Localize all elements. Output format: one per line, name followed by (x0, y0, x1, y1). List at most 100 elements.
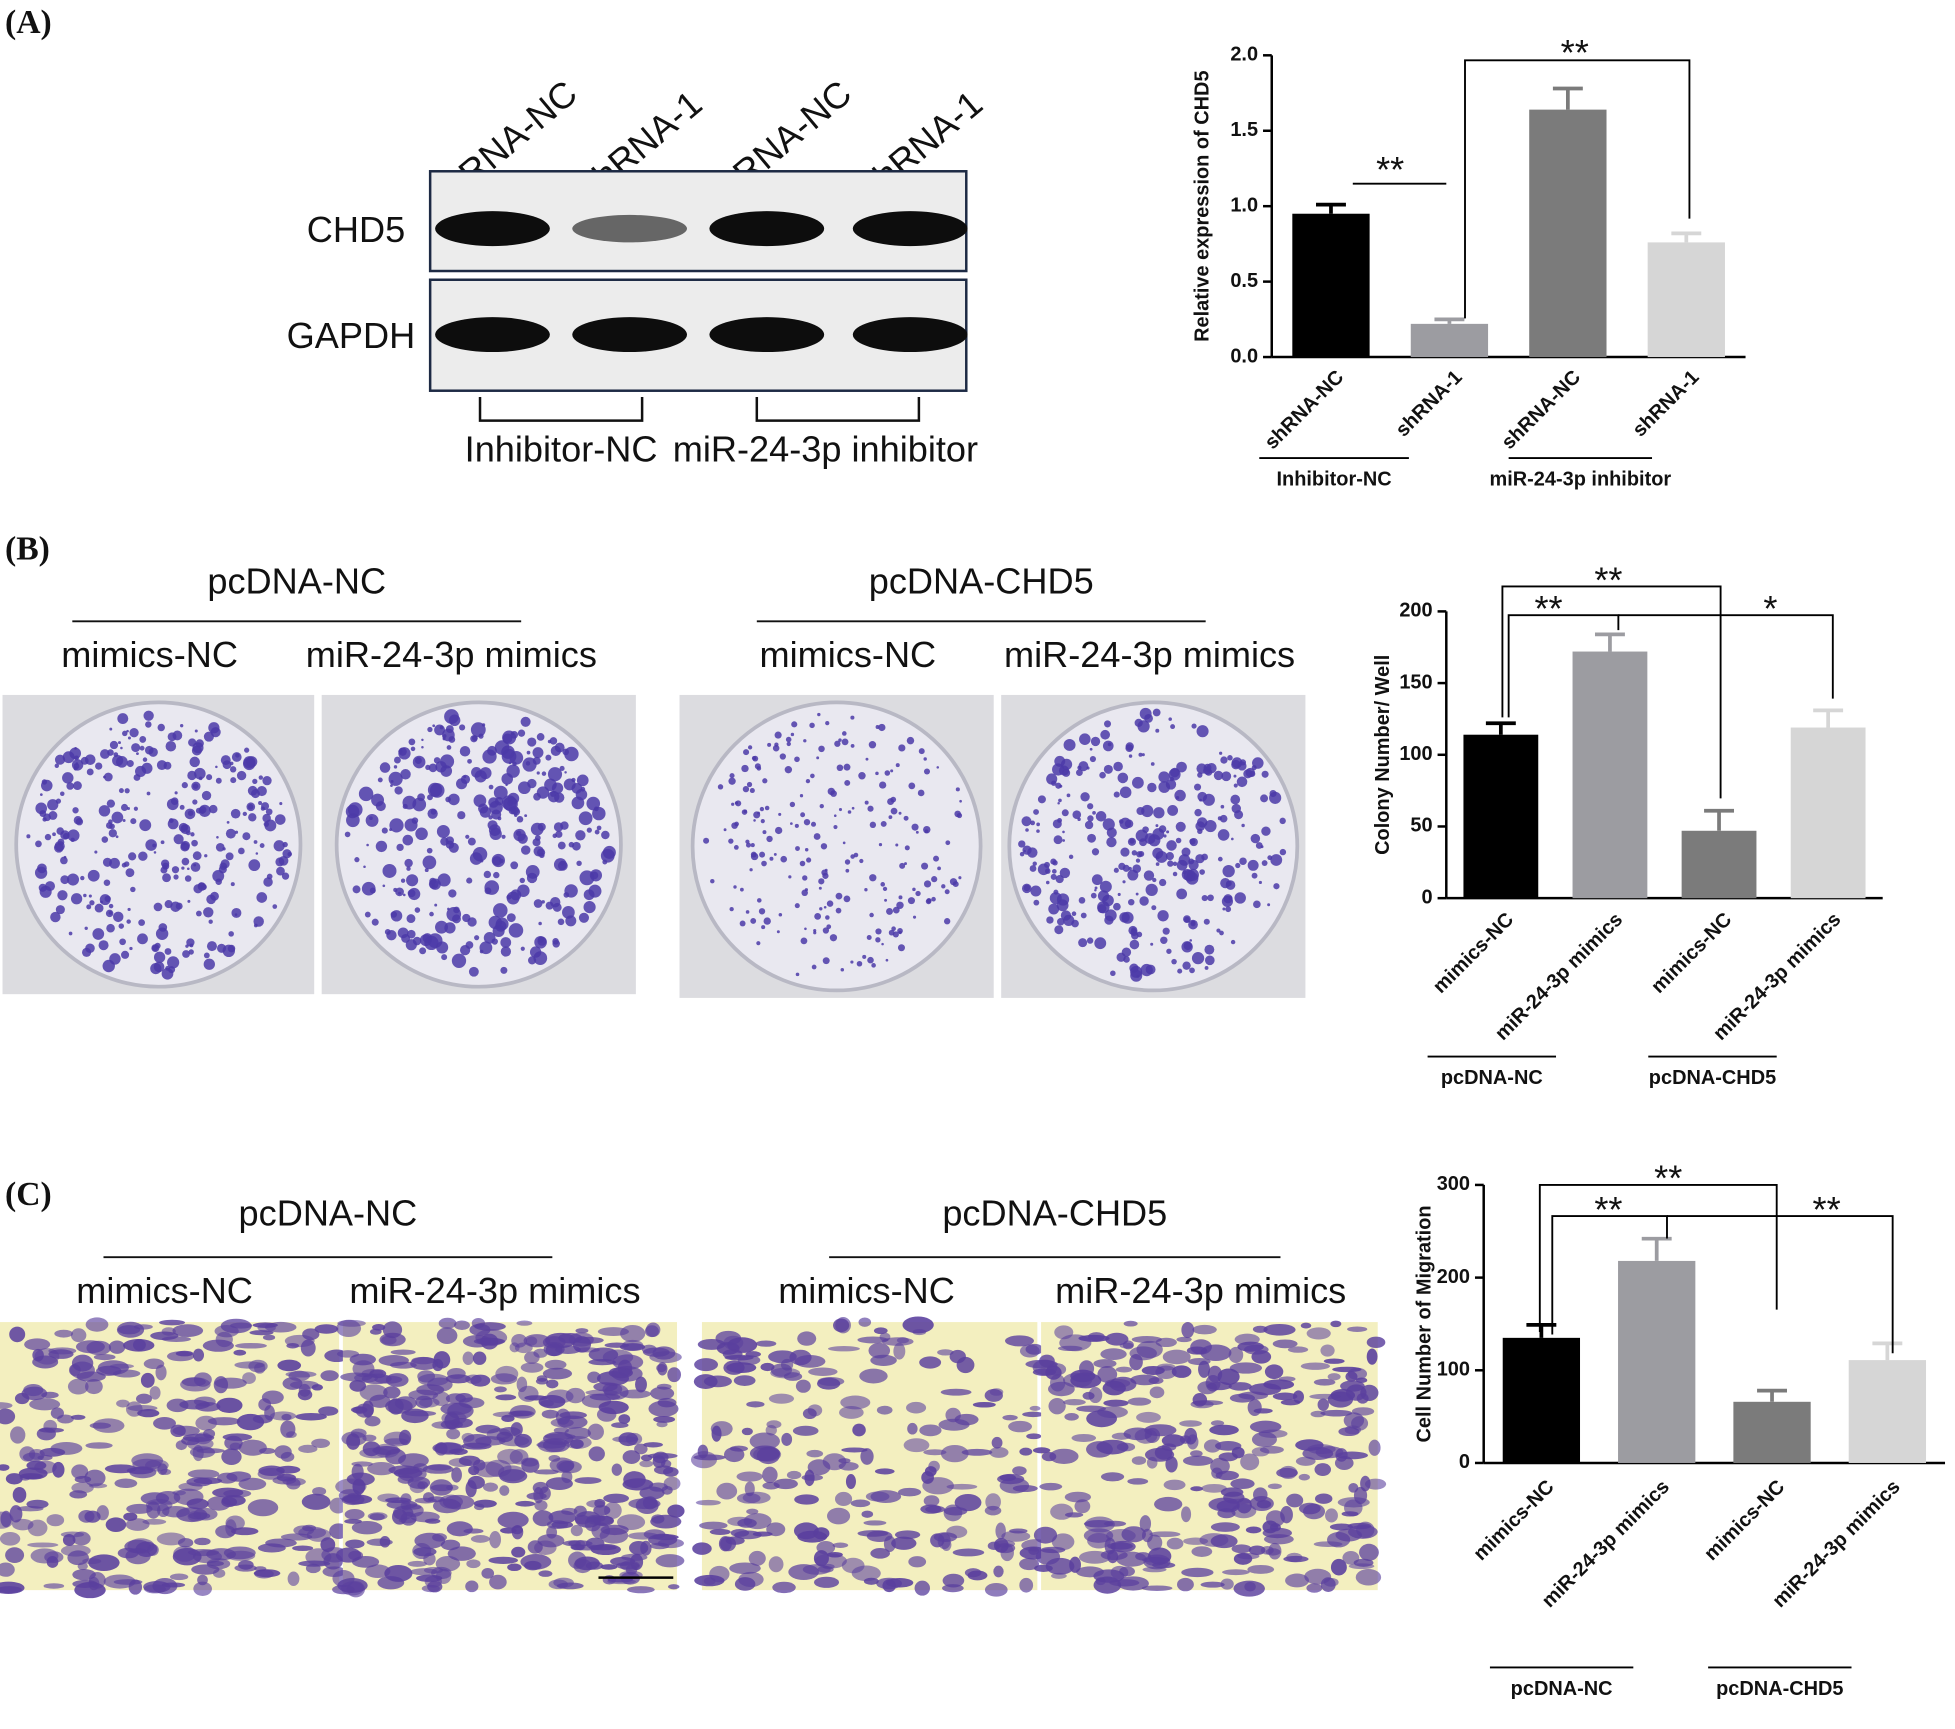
colony (141, 762, 153, 774)
cell (1353, 1486, 1368, 1505)
colony (1203, 766, 1212, 775)
colony (124, 788, 130, 794)
colony (884, 898, 888, 902)
colony (750, 851, 757, 858)
cell (432, 1498, 462, 1514)
colony (109, 953, 121, 965)
cell (635, 1497, 659, 1515)
colony (55, 905, 65, 915)
cell (143, 1581, 171, 1593)
colony (130, 886, 136, 893)
colony (814, 912, 822, 920)
cell (1134, 1428, 1158, 1444)
colony (1060, 758, 1073, 771)
colony (153, 951, 166, 963)
colony (1247, 859, 1259, 871)
colony (759, 806, 765, 812)
colony (119, 938, 126, 946)
colony (795, 972, 800, 977)
colony (572, 841, 581, 851)
colony (564, 746, 579, 762)
cell (254, 1566, 267, 1572)
colony (856, 960, 863, 967)
cell (71, 1354, 94, 1372)
colony (364, 911, 371, 918)
colony (145, 721, 152, 728)
colony (215, 765, 218, 769)
cell (914, 1580, 931, 1596)
colony (231, 907, 242, 918)
colony (1113, 761, 1123, 772)
colony (187, 899, 191, 903)
cell (1330, 1320, 1342, 1328)
colony (1032, 861, 1037, 866)
colony (791, 721, 798, 728)
cell (709, 1565, 730, 1583)
cell (1287, 1346, 1309, 1353)
cell (1230, 1478, 1255, 1490)
cell (942, 1584, 964, 1593)
cell (667, 1504, 685, 1518)
colony (229, 761, 234, 766)
colony (752, 755, 759, 762)
colony (153, 902, 163, 912)
colony (1068, 854, 1074, 860)
cell (736, 1471, 763, 1482)
colony (959, 799, 962, 803)
cell (128, 1579, 143, 1595)
colony (219, 862, 228, 870)
cell (103, 1574, 136, 1589)
cell (1070, 1372, 1102, 1389)
cell (792, 1425, 819, 1436)
colony (580, 786, 586, 792)
cell (1309, 1393, 1341, 1400)
colony (824, 868, 828, 872)
colony (886, 907, 893, 915)
colony (749, 787, 755, 794)
cell (169, 1573, 189, 1581)
colony (745, 842, 752, 848)
colony (1030, 820, 1036, 826)
cell (946, 1525, 968, 1539)
cell (1198, 1360, 1211, 1378)
cell (298, 1444, 318, 1454)
blot-row-label: CHD5 (307, 209, 405, 250)
colony (264, 819, 277, 832)
cell (284, 1334, 315, 1348)
colony (506, 764, 520, 778)
cell (600, 1564, 618, 1570)
colony (1220, 878, 1231, 889)
colony (1030, 885, 1042, 897)
cell (834, 1491, 853, 1507)
cell (364, 1416, 381, 1427)
panel-label: (B) (5, 530, 50, 567)
error-bar (1757, 1388, 1787, 1402)
colony (1279, 817, 1286, 825)
cell (1267, 1483, 1282, 1490)
cell (412, 1543, 432, 1560)
cell (1323, 1358, 1345, 1364)
cell (548, 1455, 561, 1462)
cell (1368, 1439, 1381, 1456)
colony (406, 874, 419, 887)
colony (850, 744, 855, 748)
cell (126, 1503, 153, 1514)
colony (414, 757, 422, 764)
cell (221, 1448, 242, 1466)
cell (344, 1518, 362, 1524)
cell (514, 1433, 532, 1448)
significance-bracket (1507, 614, 1620, 718)
cell (838, 1461, 859, 1471)
cell (755, 1340, 777, 1347)
colony (529, 946, 542, 958)
colony (1059, 784, 1063, 788)
colony (1097, 890, 1110, 902)
group-bracket (755, 396, 921, 422)
cell (257, 1323, 276, 1333)
cell (1359, 1543, 1379, 1561)
colony (943, 918, 951, 925)
colony (1053, 889, 1059, 895)
colony (354, 857, 360, 863)
cell (1203, 1439, 1222, 1453)
cell (618, 1432, 638, 1447)
